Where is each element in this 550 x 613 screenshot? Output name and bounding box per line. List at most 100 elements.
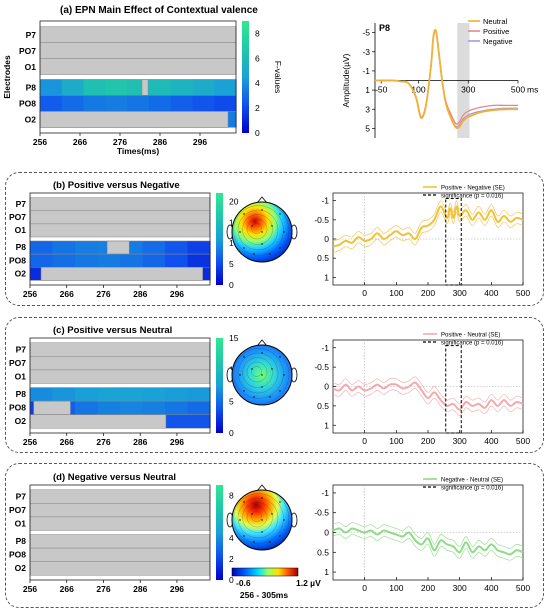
row-label-p8: P8 — [16, 536, 27, 546]
x-tick-label: 256 — [23, 289, 37, 299]
y-tick-label: -5 — [362, 28, 370, 38]
colorbar-label: F-values — [273, 61, 283, 94]
row-label-po8: PO8 — [19, 99, 36, 109]
topomap-colorbar-max: 1.2 µV — [296, 578, 321, 588]
y-tick-label: 1 — [324, 272, 329, 282]
colorbar — [216, 338, 223, 433]
x-tick-label: 300 — [453, 288, 467, 298]
masked-row-o1 — [29, 369, 211, 384]
cell-p8 — [52, 240, 76, 255]
y-tick-label: 1 — [365, 85, 370, 95]
x-tick-label: 300 — [461, 85, 475, 95]
y-tick-label: -1 — [321, 343, 329, 353]
contour-line — [251, 223, 262, 234]
contour-line — [242, 357, 273, 388]
x-tick-label: 256 — [33, 137, 47, 147]
y-tick-label: 0 — [324, 528, 329, 538]
y-tick-label: 1 — [324, 420, 329, 430]
x-tick-label: 276 — [113, 137, 127, 147]
electrode-dot — [279, 213, 281, 215]
topomap-contours — [232, 202, 290, 262]
electrode-dot — [271, 225, 273, 227]
contour-line — [232, 202, 290, 262]
panel-a-title: (a) EPN Main Effect of Contextual valenc… — [60, 5, 258, 16]
x-tick-label: 296 — [170, 437, 184, 447]
row-label-o2: O2 — [15, 563, 27, 573]
topomap-b — [226, 196, 298, 263]
panel-c-title: (c) Positive versus Neutral — [53, 325, 173, 336]
row-label-o1: O1 — [15, 518, 27, 528]
x-tick-label: 200 — [421, 583, 435, 593]
cell-p8 — [83, 79, 106, 96]
electrode-dot — [261, 519, 263, 521]
electrode-dot — [271, 368, 273, 370]
x-tick-label: -50 — [375, 85, 388, 95]
electrode-dot — [253, 541, 255, 543]
row-label-o1: O1 — [15, 225, 27, 235]
x-tick-label: 0 — [362, 436, 367, 446]
x-tick-label: 100 — [389, 288, 403, 298]
cell-po8 — [97, 401, 121, 415]
x-tick-label: 0 — [362, 288, 367, 298]
row-label-p7: P7 — [16, 344, 27, 354]
y-tick-label: 3 — [365, 104, 370, 114]
electrode-dot — [253, 253, 255, 255]
legend-entry-significance: significance (p = 0.016) — [441, 194, 503, 200]
y-tick-label: 0.5 — [317, 401, 329, 411]
colorbar-tick-label: 2 — [229, 554, 234, 564]
cell-po8 — [61, 95, 85, 112]
cell-p8 — [61, 79, 85, 96]
masked-row-p8 — [29, 534, 211, 549]
x-tick-label: 300 — [453, 436, 467, 446]
topomap-contours — [232, 345, 290, 405]
masked-cell-po8 — [33, 400, 71, 415]
se-lower-line — [332, 388, 524, 416]
contour-line — [242, 502, 273, 533]
topomap-c — [226, 339, 298, 406]
y-tick-label: -0.5 — [314, 362, 329, 372]
contour-line — [246, 218, 268, 240]
masked-cell-p8 — [106, 240, 130, 255]
y-tick-label: -1 — [321, 196, 329, 206]
masked-row-o1 — [39, 58, 237, 75]
x-tick-label: 200 — [421, 436, 435, 446]
topomap-colorbar-gradient — [231, 567, 299, 577]
cell-p8 — [170, 79, 194, 96]
x-tick-label: 300 — [453, 583, 467, 593]
contour-line — [246, 361, 268, 383]
cell-po8 — [187, 254, 211, 268]
cell-po8 — [165, 254, 189, 268]
x-tick-label: 286 — [133, 437, 147, 447]
electrode-dot — [261, 243, 263, 245]
x-tick-label: 256 — [23, 584, 37, 594]
colorbar-tick-label: 0 — [229, 575, 234, 585]
y-tick-label: 0 — [324, 234, 329, 244]
legend-entry-wave: Positive - Negative (SE) — [441, 186, 505, 192]
se-lower-line — [332, 534, 524, 561]
cell-po8 — [120, 254, 144, 268]
contour-line — [237, 497, 279, 539]
x-tick-label: 276 — [96, 584, 110, 594]
legend-entry-wave: Negative - Neutral (SE) — [441, 478, 503, 484]
electrode-dot — [261, 531, 263, 533]
electrode-dot — [261, 209, 263, 211]
contour-line — [246, 506, 268, 528]
y-tick-label: 0 — [324, 382, 329, 392]
colorbar — [216, 193, 223, 285]
x-tick-label: 276 — [96, 289, 110, 299]
x-tick-label: 500 — [511, 85, 525, 95]
cell-p8 — [75, 240, 99, 255]
series-line-neutral — [374, 28, 519, 129]
heatmap_b: P7PO7O1P8PO8O225626627628629605101520 — [9, 192, 239, 299]
electrode-label: P8 — [379, 23, 390, 33]
y-axis-label: Electrodes — [2, 55, 12, 99]
diff_b: -1 -0.5 0 0.5 1 0 100 200 300 400 500 Positive - Ne… — [314, 186, 530, 299]
electrode-dot — [243, 356, 245, 358]
x-tick-label: 296 — [193, 137, 207, 147]
x-tick-label: 500 — [516, 583, 530, 593]
cell-p8 — [165, 240, 189, 255]
electrode-dot — [269, 541, 271, 543]
